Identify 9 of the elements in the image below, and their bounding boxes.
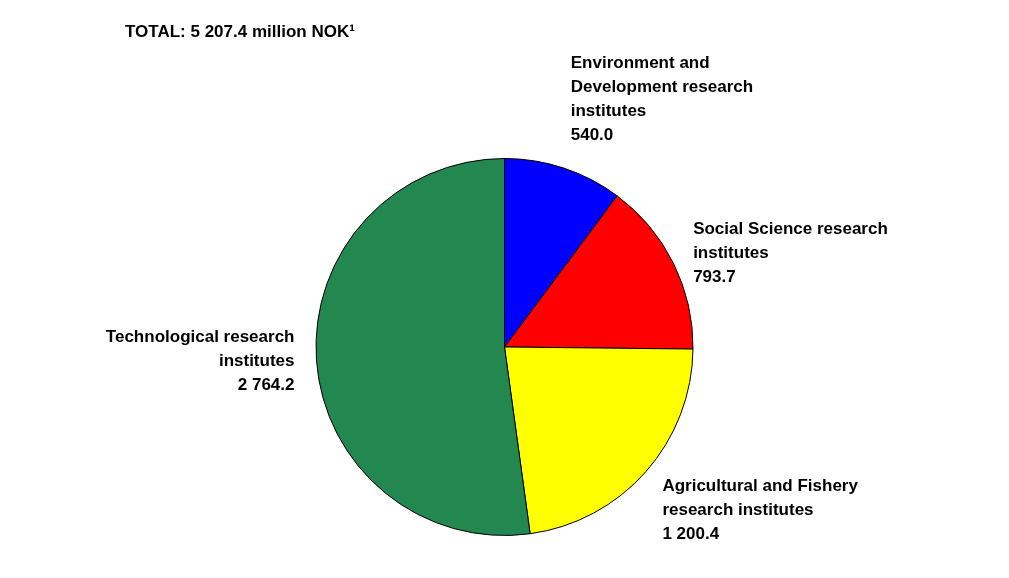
chart-title: TOTAL: 5 207.4 million NOK¹ <box>125 22 355 42</box>
data-label: 540.0 <box>570 124 614 144</box>
data-label: 793.7 <box>693 267 736 287</box>
slice-label: Agricultural and Fishery research institutes <box>662 475 859 519</box>
slice-label: Environment and Development research institutes <box>570 52 754 120</box>
slice-label: Social Science research institutes <box>693 219 888 263</box>
data-label: 1 200.4 <box>662 523 720 543</box>
slice-label: Technological research institutes <box>105 327 295 371</box>
data-label: 2 764.2 <box>237 375 295 395</box>
